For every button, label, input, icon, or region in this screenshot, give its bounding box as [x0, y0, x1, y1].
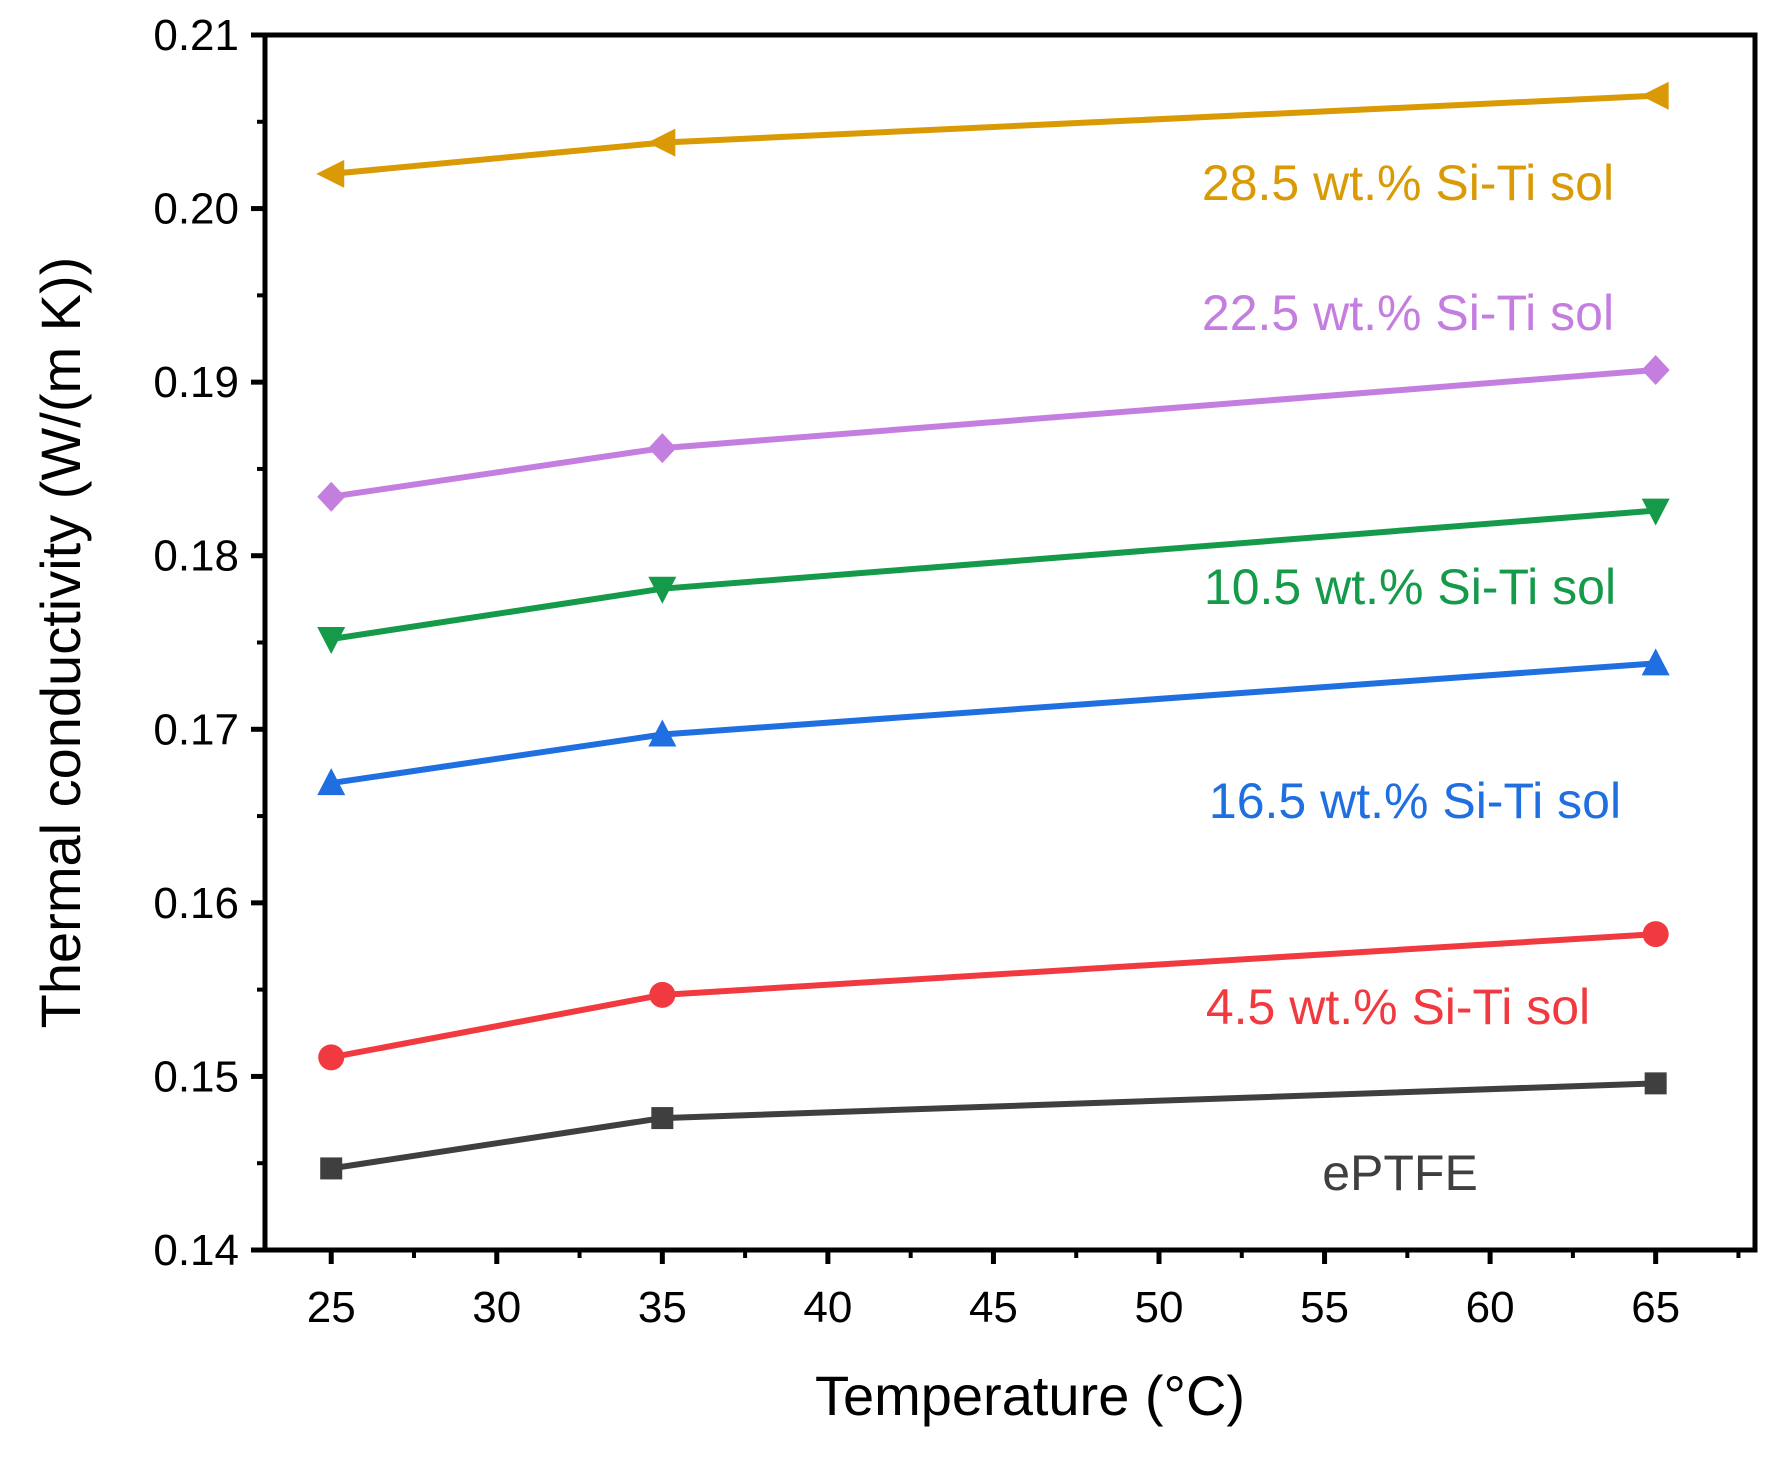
data-point	[648, 576, 677, 604]
series-eptfe	[320, 1072, 1667, 1180]
series-label: ePTFE	[1322, 1145, 1478, 1201]
x-tick-label: 25	[307, 1283, 356, 1332]
series-28-5-wt-si-ti-sol	[316, 81, 1669, 188]
y-axis-title: Thermal conductivity (W/(m K))	[29, 257, 92, 1029]
x-axis: 25 30 35 40 45 50 55 60 65	[307, 1250, 1741, 1332]
series-labels: ePTFE 4.5 wt.% Si-Ti sol 16.5 wt.% Si-Ti s…	[1202, 155, 1621, 1201]
data-point	[317, 768, 346, 796]
data-point	[1641, 648, 1670, 676]
x-tick-label: 65	[1631, 1283, 1680, 1332]
series-label: 10.5 wt.% Si-Ti sol	[1204, 559, 1616, 615]
data-point	[316, 159, 345, 188]
series-4-5-wt-si-ti-sol	[318, 921, 1669, 1071]
x-tick-label: 50	[1135, 1283, 1184, 1332]
data-point	[648, 719, 677, 747]
series-label: 16.5 wt.% Si-Ti sol	[1209, 773, 1621, 829]
data-point	[651, 1107, 674, 1130]
x-tick-label: 60	[1466, 1283, 1515, 1332]
series-line	[330, 367, 1656, 500]
data-point	[317, 627, 346, 655]
x-tick-label: 35	[638, 1283, 687, 1332]
y-tick-label: 0.20	[153, 185, 239, 234]
x-tick-label: 55	[1300, 1283, 1349, 1332]
axes-frame	[262, 32, 1758, 1253]
data-point	[649, 981, 676, 1008]
data-point	[647, 128, 676, 157]
data-point	[1640, 81, 1669, 110]
y-tick-label: 0.17	[153, 705, 239, 754]
data-point	[318, 1044, 345, 1071]
series-label: 4.5 wt.% Si-Ti sol	[1206, 979, 1590, 1035]
data-point	[1641, 354, 1670, 385]
series-label: 28.5 wt.% Si-Ti sol	[1202, 155, 1614, 211]
data-point	[1641, 498, 1670, 526]
x-tick-label: 40	[803, 1283, 852, 1332]
x-tick-label: 45	[969, 1283, 1018, 1332]
series-label: 22.5 wt.% Si-Ti sol	[1202, 285, 1614, 341]
series-22-5-wt-si-ti-sol	[317, 354, 1670, 512]
y-tick-label: 0.16	[153, 879, 239, 928]
data-point	[1644, 1072, 1667, 1095]
y-tick-label: 0.14	[153, 1226, 239, 1275]
x-tick-label: 30	[472, 1283, 521, 1332]
y-tick-label: 0.18	[153, 532, 239, 581]
series-16-5-wt-si-ti-sol	[317, 648, 1670, 796]
data-point	[648, 433, 677, 464]
series-layer	[316, 81, 1670, 1180]
series-line	[330, 660, 1656, 787]
y-axis: 0.14 0.15 0.16 0.17 0.18 0.19 0.20 0.21	[153, 11, 265, 1275]
y-tick-label: 0.19	[153, 358, 239, 407]
y-tick-label: 0.15	[153, 1052, 239, 1101]
x-axis-title: Temperature (°C)	[815, 1364, 1245, 1427]
data-point	[320, 1157, 343, 1180]
y-tick-label: 0.21	[153, 11, 239, 60]
data-point	[317, 481, 346, 512]
series-10-5-wt-si-ti-sol	[317, 498, 1670, 655]
data-point	[1642, 921, 1669, 948]
